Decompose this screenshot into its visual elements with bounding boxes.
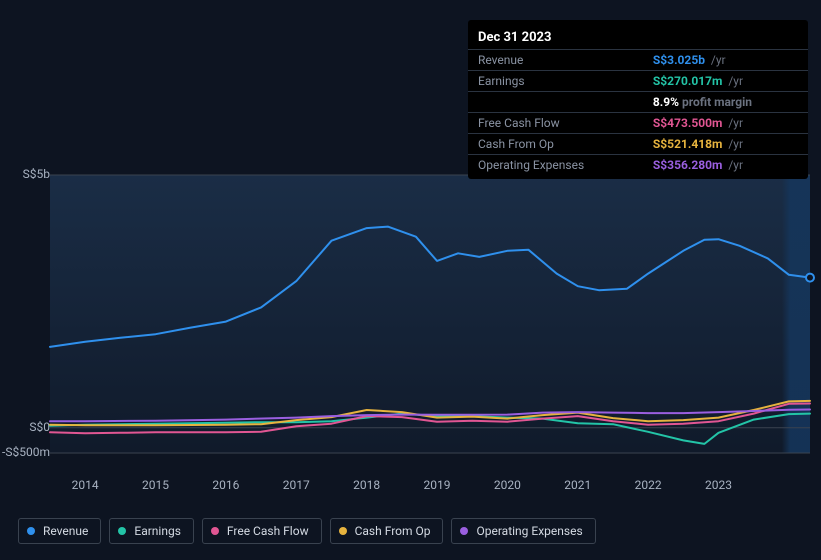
tooltip-row-value: S$3.025b /yr (643, 50, 808, 71)
tooltip-row-label (468, 92, 643, 113)
x-tick-label: 2018 (353, 478, 380, 492)
legend-dot-icon (460, 527, 468, 535)
legend-item-operating-expenses[interactable]: Operating Expenses (451, 518, 595, 544)
x-tick-label: 2016 (212, 478, 239, 492)
tooltip-row-label: Cash From Op (468, 134, 643, 155)
chart-legend: Revenue Earnings Free Cash Flow Cash From O… (18, 518, 596, 544)
chart-tooltip: Dec 31 2023 RevenueS$3.025b /yrEarningsS… (468, 20, 808, 179)
tooltip-row-value: S$473.500m /yr (643, 113, 808, 134)
legend-label: Cash From Op (355, 524, 431, 538)
legend-item-free-cash-flow[interactable]: Free Cash Flow (202, 518, 322, 544)
legend-item-earnings[interactable]: Earnings (109, 518, 194, 544)
tooltip-row-label: Earnings (468, 71, 643, 92)
x-tick-label: 2021 (564, 478, 591, 492)
legend-label: Revenue (43, 524, 88, 538)
x-tick-label: 2015 (142, 478, 169, 492)
tooltip-row-value: S$270.017m /yr (643, 71, 808, 92)
tooltip-row-value: 8.9% profit margin (643, 92, 808, 113)
tooltip-row: 8.9% profit margin (468, 92, 808, 113)
tooltip-row-value: S$356.280m /yr (643, 155, 808, 176)
legend-dot-icon (27, 527, 35, 535)
tooltip-row-label: Revenue (468, 50, 643, 71)
x-axis-labels: 2014 2015 2016 2017 2018 2019 2020 2021 2022 2023 (50, 478, 810, 498)
x-tick-label: 2023 (705, 478, 732, 492)
legend-dot-icon (211, 527, 219, 535)
legend-dot-icon (339, 527, 347, 535)
x-tick-label: 2017 (283, 478, 310, 492)
tooltip-row: Operating ExpensesS$356.280m /yr (468, 155, 808, 176)
x-tick-label: 2019 (424, 478, 451, 492)
tooltip-row-label: Operating Expenses (468, 155, 643, 176)
tooltip-table: RevenueS$3.025b /yrEarningsS$270.017m /y… (468, 49, 808, 175)
tooltip-row: Cash From OpS$521.418m /yr (468, 134, 808, 155)
tooltip-date: Dec 31 2023 (468, 26, 808, 49)
legend-label: Free Cash Flow (227, 524, 309, 538)
legend-item-cash-from-op[interactable]: Cash From Op (330, 518, 444, 544)
x-tick-label: 2020 (494, 478, 521, 492)
tooltip-row: EarningsS$270.017m /yr (468, 71, 808, 92)
tooltip-row: RevenueS$3.025b /yr (468, 50, 808, 71)
tooltip-row: Free Cash FlowS$473.500m /yr (468, 113, 808, 134)
x-tick-label: 2022 (635, 478, 662, 492)
legend-dot-icon (118, 527, 126, 535)
x-tick-label: 2014 (72, 478, 99, 492)
tooltip-row-label: Free Cash Flow (468, 113, 643, 134)
legend-item-revenue[interactable]: Revenue (18, 518, 101, 544)
legend-label: Earnings (134, 524, 181, 538)
legend-label: Operating Expenses (476, 524, 582, 538)
tooltip-row-value: S$521.418m /yr (643, 134, 808, 155)
